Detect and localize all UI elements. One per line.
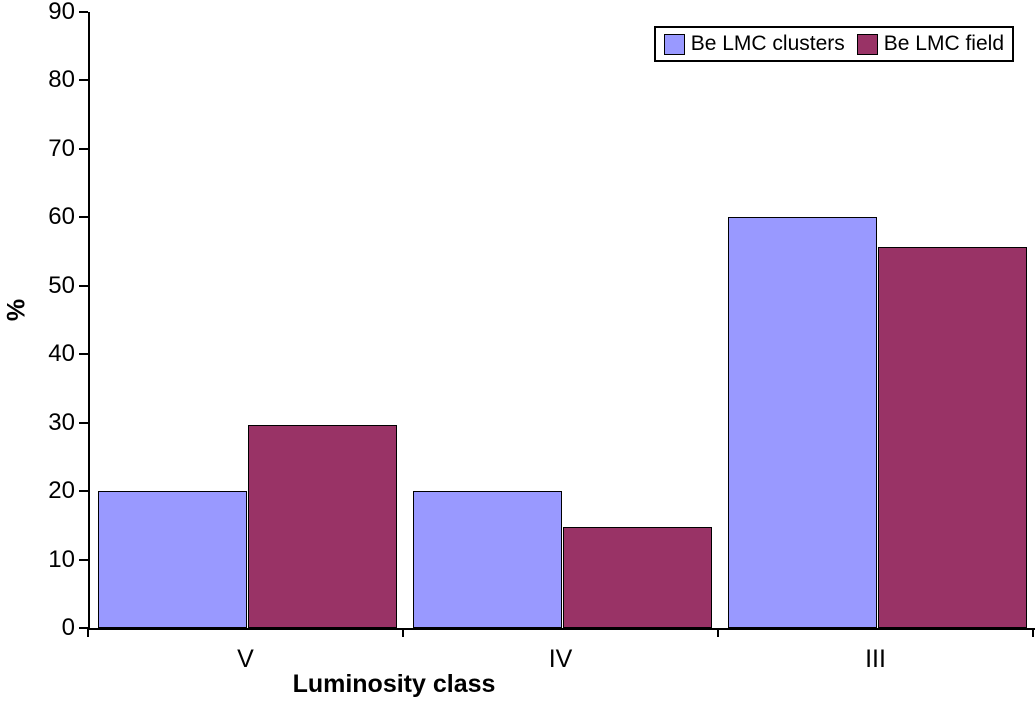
y-axis-tick	[79, 353, 88, 356]
x-axis-tick	[402, 628, 404, 637]
x-axis-tick	[87, 628, 89, 637]
y-axis-title: %	[2, 298, 31, 322]
plot-area	[88, 12, 1035, 630]
x-axis-tick	[1032, 628, 1034, 637]
y-tick-label: 80	[48, 66, 75, 94]
y-axis-tick	[79, 490, 88, 493]
legend-swatch-be-lmc-field	[856, 33, 878, 55]
legend-label: Be LMC field	[883, 32, 1004, 55]
x-tick-label-v: V	[237, 645, 254, 673]
x-tick-label-iv: IV	[548, 645, 573, 673]
x-axis-tick	[717, 628, 719, 637]
x-axis-title: Luminosity class	[292, 670, 496, 698]
y-tick-label: 90	[48, 0, 75, 25]
legend-item-be-lmc-field: Be LMC field	[856, 32, 1004, 56]
y-tick-label: 30	[48, 408, 75, 436]
y-tick-label: 20	[48, 477, 75, 505]
y-tick-label: 0	[61, 614, 75, 641]
bar-be-lmc-field-iii	[877, 246, 1028, 628]
bar-be-lmc-field-v	[247, 425, 398, 628]
y-tick-label: 60	[48, 203, 75, 231]
y-axis-tick	[79, 216, 88, 219]
y-axis-tick	[79, 627, 88, 629]
y-tick-label: 40	[48, 340, 75, 368]
y-axis-tick	[79, 284, 88, 287]
y-axis-tick	[79, 147, 88, 150]
y-tick-label: 50	[48, 271, 75, 299]
y-tick-label: 70	[48, 134, 75, 162]
bar-be-lmc-clusters-iv	[412, 491, 563, 628]
y-axis-tick	[79, 558, 88, 561]
y-axis-tick	[79, 11, 88, 13]
y-axis-tick	[79, 421, 88, 424]
x-tick-label-iii: III	[865, 645, 886, 673]
legend-swatch-be-lmc-clusters	[663, 33, 685, 55]
bar-be-lmc-clusters-v	[97, 491, 248, 628]
bar-be-lmc-clusters-iii	[727, 217, 878, 628]
legend-item-be-lmc-clusters: Be LMC clusters	[663, 32, 845, 56]
y-axis-tick	[79, 79, 88, 82]
legend: Be LMC clusters Be LMC field	[653, 26, 1014, 62]
y-tick-label: 10	[48, 545, 75, 573]
legend-label: Be LMC clusters	[690, 32, 845, 55]
bar-be-lmc-field-iv	[562, 526, 713, 628]
